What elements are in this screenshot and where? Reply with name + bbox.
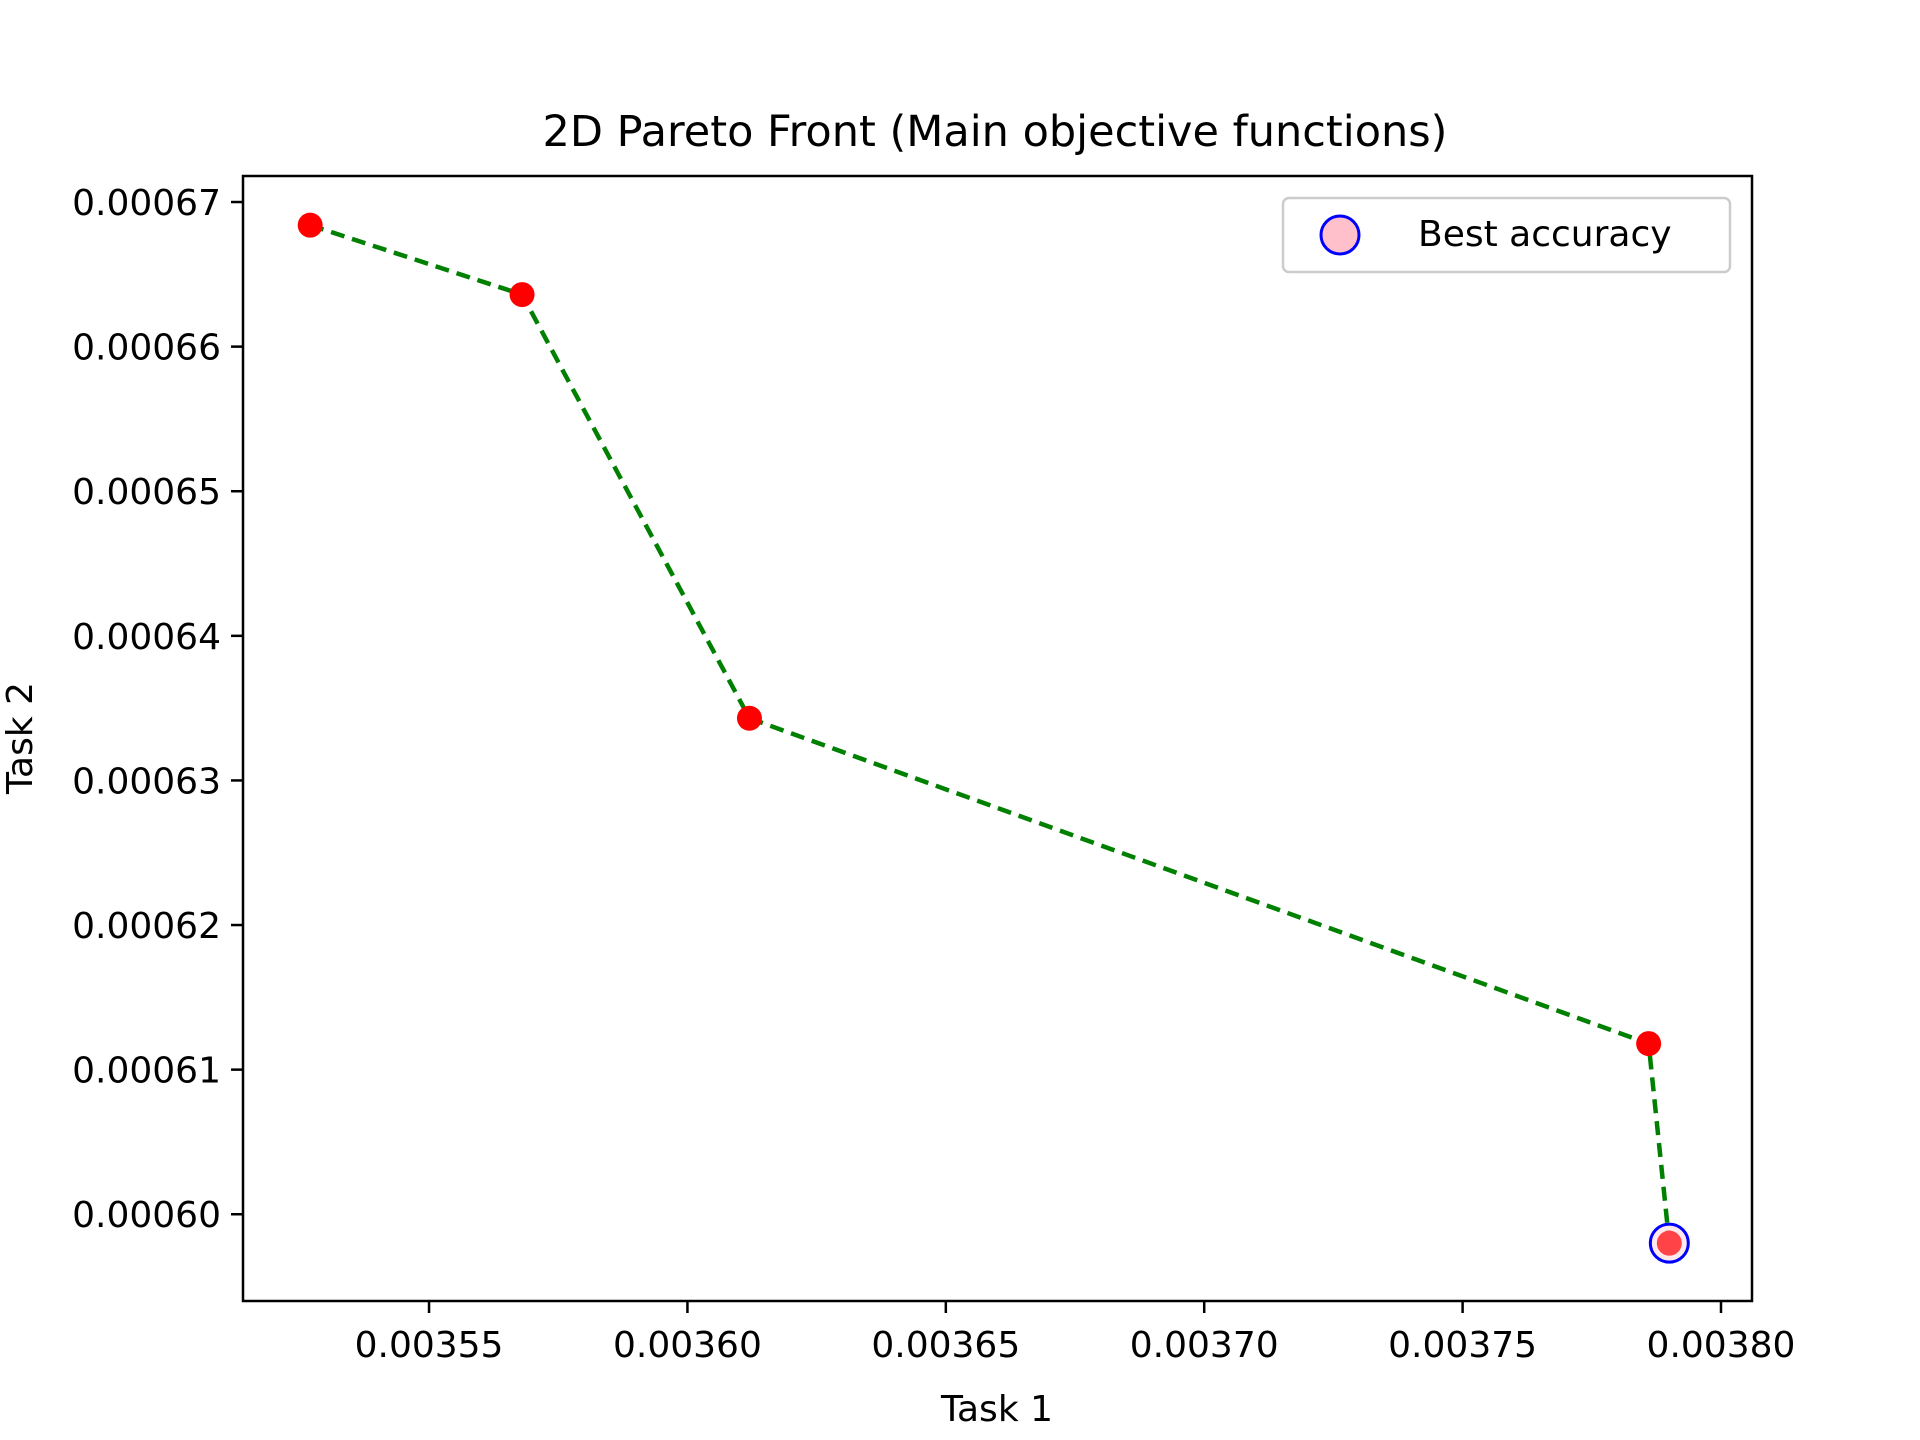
y-tick-label: 0.00066 [72,328,221,369]
pareto-point [1636,1031,1662,1057]
series-layer [297,212,1690,1264]
pareto-point [509,282,535,308]
best-accuracy-marker [1648,1222,1690,1264]
plot-area-frame [241,174,1754,1303]
x-tick-label: 0.00365 [871,1325,1020,1366]
x-axis-ticks: 0.00355 0.00360 0.00365 0.00370 0.00375 0.003… [355,1301,1796,1366]
legend-label-best-accuracy: Best accuracy [1418,214,1672,255]
x-tick-label: 0.00380 [1647,1325,1796,1366]
pareto-front-line [309,223,1672,1244]
y-tick-label: 0.00062 [72,906,221,947]
x-tick-label: 0.00375 [1388,1325,1537,1366]
y-tick-label: 0.00065 [72,472,221,513]
x-tick-label: 0.00360 [613,1325,762,1366]
y-axis-ticks: 0.00060 0.00061 0.00062 0.00063 0.00064 0.000… [72,183,243,1236]
legend-box [1281,196,1732,274]
y-tick-label: 0.00063 [72,761,221,802]
x-axis-title: Task 1 [940,1389,1053,1430]
y-axis-title: Task 2 [0,682,41,795]
pareto-point [736,705,762,731]
legend: Best accuracy [1281,196,1732,274]
y-tick-label: 0.00067 [72,183,221,224]
legend-marker-best-accuracy [1319,214,1361,256]
y-tick-label: 0.00061 [72,1051,221,1092]
y-tick-label: 0.00064 [72,617,221,658]
pareto-point [297,212,323,238]
chart-title: 2D Pareto Front (Main objective function… [543,107,1448,157]
pareto-point [1656,1230,1682,1256]
x-tick-label: 0.00355 [355,1325,504,1366]
x-tick-label: 0.00370 [1130,1325,1279,1366]
y-tick-label: 0.00060 [72,1195,221,1236]
